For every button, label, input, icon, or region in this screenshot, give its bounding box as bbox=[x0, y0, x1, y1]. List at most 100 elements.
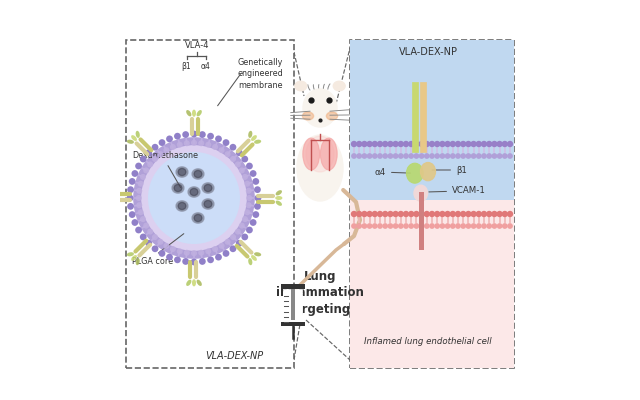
Circle shape bbox=[455, 153, 461, 159]
Ellipse shape bbox=[176, 201, 188, 211]
Circle shape bbox=[236, 149, 243, 156]
Circle shape bbox=[492, 153, 497, 159]
Circle shape bbox=[225, 151, 230, 157]
Ellipse shape bbox=[192, 169, 204, 179]
Bar bbox=[291, 289, 295, 320]
Circle shape bbox=[246, 188, 252, 194]
Circle shape bbox=[419, 211, 425, 217]
Circle shape bbox=[429, 211, 435, 217]
Circle shape bbox=[351, 211, 357, 217]
Circle shape bbox=[212, 246, 218, 252]
Circle shape bbox=[145, 149, 152, 156]
Ellipse shape bbox=[306, 136, 334, 172]
Circle shape bbox=[351, 153, 357, 159]
Circle shape bbox=[372, 153, 378, 159]
Circle shape bbox=[502, 153, 508, 159]
Circle shape bbox=[136, 188, 142, 194]
Circle shape bbox=[424, 153, 429, 159]
Circle shape bbox=[362, 223, 367, 229]
Ellipse shape bbox=[136, 131, 140, 138]
Circle shape bbox=[163, 166, 222, 225]
Circle shape bbox=[465, 153, 471, 159]
Bar bbox=[350, 40, 514, 368]
Circle shape bbox=[497, 223, 502, 229]
Circle shape bbox=[236, 240, 243, 247]
Circle shape bbox=[382, 223, 388, 229]
Circle shape bbox=[140, 156, 147, 162]
Circle shape bbox=[367, 211, 372, 217]
Ellipse shape bbox=[174, 184, 182, 192]
Circle shape bbox=[179, 180, 213, 215]
Text: α4: α4 bbox=[375, 168, 410, 176]
Circle shape bbox=[135, 162, 142, 169]
Circle shape bbox=[450, 141, 456, 147]
Circle shape bbox=[246, 226, 253, 234]
Ellipse shape bbox=[254, 252, 261, 256]
Circle shape bbox=[356, 211, 362, 217]
Circle shape bbox=[174, 256, 181, 263]
Bar bbox=[350, 200, 514, 368]
Circle shape bbox=[367, 141, 372, 147]
Circle shape bbox=[242, 216, 248, 222]
Circle shape bbox=[205, 142, 211, 148]
Circle shape bbox=[403, 153, 409, 159]
Circle shape bbox=[507, 153, 513, 159]
Circle shape bbox=[372, 223, 378, 229]
Circle shape bbox=[361, 211, 367, 217]
Circle shape bbox=[230, 144, 236, 151]
Ellipse shape bbox=[276, 190, 282, 196]
Circle shape bbox=[145, 240, 152, 247]
Circle shape bbox=[492, 211, 498, 217]
Circle shape bbox=[465, 223, 471, 229]
Ellipse shape bbox=[303, 89, 337, 127]
Circle shape bbox=[131, 170, 138, 177]
Circle shape bbox=[148, 152, 240, 244]
Ellipse shape bbox=[106, 196, 113, 200]
Circle shape bbox=[398, 223, 404, 229]
Bar bbox=[281, 284, 305, 289]
Circle shape bbox=[393, 223, 399, 229]
Circle shape bbox=[465, 211, 472, 217]
Circle shape bbox=[252, 178, 259, 185]
Circle shape bbox=[419, 223, 424, 229]
Ellipse shape bbox=[420, 162, 436, 181]
Circle shape bbox=[244, 181, 250, 187]
Text: Dexamethasone: Dexamethasone bbox=[132, 152, 198, 188]
Circle shape bbox=[377, 141, 383, 147]
Circle shape bbox=[435, 153, 440, 159]
Ellipse shape bbox=[295, 81, 307, 91]
Ellipse shape bbox=[190, 188, 198, 196]
Circle shape bbox=[424, 211, 430, 217]
Ellipse shape bbox=[303, 138, 319, 170]
Circle shape bbox=[429, 223, 435, 229]
Circle shape bbox=[502, 211, 508, 217]
Circle shape bbox=[497, 211, 503, 217]
Ellipse shape bbox=[178, 168, 186, 176]
Circle shape bbox=[460, 141, 467, 147]
Circle shape bbox=[136, 195, 142, 201]
Circle shape bbox=[230, 245, 236, 252]
Circle shape bbox=[170, 246, 176, 252]
Circle shape bbox=[147, 229, 153, 235]
Circle shape bbox=[166, 136, 173, 142]
Circle shape bbox=[177, 142, 182, 148]
Circle shape bbox=[403, 223, 409, 229]
Ellipse shape bbox=[127, 252, 134, 256]
Circle shape bbox=[507, 223, 513, 229]
Circle shape bbox=[413, 153, 419, 159]
Circle shape bbox=[143, 167, 149, 173]
Circle shape bbox=[140, 174, 146, 180]
Circle shape bbox=[163, 147, 170, 153]
Circle shape bbox=[219, 147, 225, 153]
Ellipse shape bbox=[333, 81, 345, 91]
Circle shape bbox=[159, 250, 165, 257]
Circle shape bbox=[393, 153, 399, 159]
Circle shape bbox=[252, 211, 259, 218]
Circle shape bbox=[254, 203, 261, 210]
Circle shape bbox=[191, 250, 197, 256]
Circle shape bbox=[481, 223, 487, 229]
Bar bbox=[284, 290, 301, 324]
Ellipse shape bbox=[248, 258, 252, 265]
Circle shape bbox=[382, 211, 388, 217]
Circle shape bbox=[174, 133, 181, 140]
